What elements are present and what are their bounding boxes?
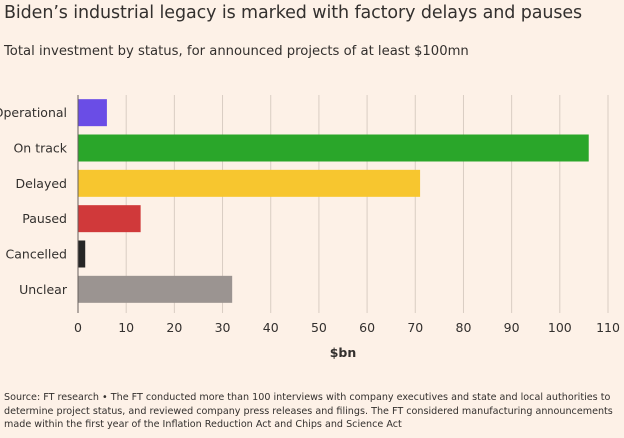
x-tick-label: 90 (504, 320, 520, 335)
x-tick-label: 30 (215, 320, 231, 335)
x-axis-label: $bn (330, 345, 357, 360)
category-label: Paused (22, 211, 67, 226)
x-tick-label: 80 (456, 320, 472, 335)
x-tick-label: 100 (548, 320, 572, 335)
x-tick-label: 40 (263, 320, 279, 335)
bar (78, 134, 589, 162)
category-labels: Operational On track Delayed Paused Cancelle… (0, 105, 68, 297)
x-tick-label: 0 (74, 320, 82, 335)
x-tick-label: 20 (166, 320, 182, 335)
x-tick-label: 70 (407, 320, 423, 335)
x-axis: 0 10 20 30 40 50 60 70 80 90 100 110 (74, 95, 620, 335)
bar (78, 205, 141, 233)
chart-title: Biden’s industrial legacy is marked with… (4, 3, 583, 23)
bars (78, 99, 589, 303)
category-label: Operational (0, 105, 67, 120)
chart-subtitle: Total investment by status, for announce… (4, 44, 469, 59)
bar (78, 169, 421, 197)
x-tick-label: 50 (311, 320, 327, 335)
bar (78, 240, 86, 268)
x-tick-label: 60 (359, 320, 375, 335)
category-label: Unclear (19, 282, 68, 297)
x-tick-label: 110 (596, 320, 620, 335)
category-label: Cancelled (6, 247, 67, 262)
category-label: On track (13, 141, 67, 156)
source-note: Source: FT research • The FT conducted m… (4, 392, 613, 431)
bar (78, 275, 233, 303)
x-tick-label: 10 (118, 320, 134, 335)
bar-chart: 0 10 20 30 40 50 60 70 80 90 100 110 Operational On … (0, 95, 620, 360)
bar (78, 99, 107, 127)
category-label: Delayed (16, 176, 67, 191)
